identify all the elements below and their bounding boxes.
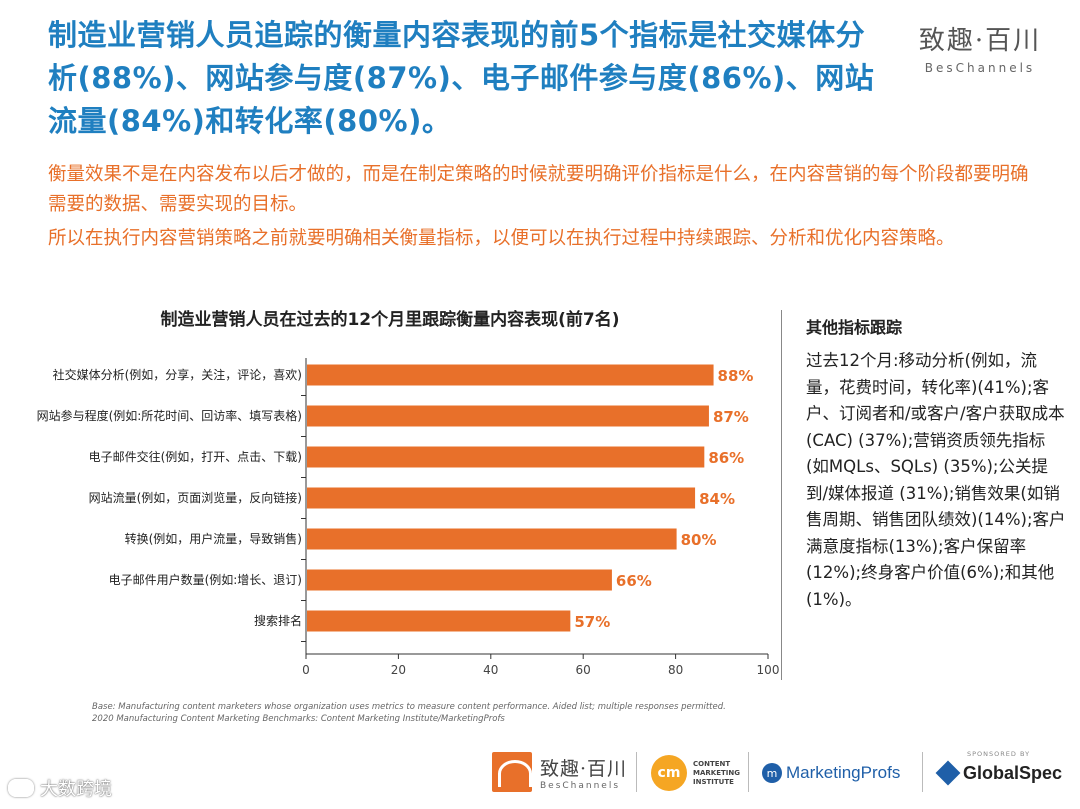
bar <box>307 569 612 591</box>
x-tick-label: 60 <box>576 663 591 677</box>
x-tick-label: 80 <box>668 663 683 677</box>
vertical-divider <box>781 310 782 680</box>
marketingprofs-text: MarketingProfs <box>786 763 901 782</box>
bar <box>307 405 709 427</box>
category-label: 社交媒体分析(例如，分享，关注，评论，喜欢) <box>53 367 302 382</box>
x-tick-label: 20 <box>391 663 406 677</box>
chart-title: 制造业营销人员在过去的12个月里跟踪衡量内容表现(前7名) <box>160 310 620 330</box>
footer-separator <box>636 752 637 792</box>
cmi-text: CONTENT MARKETING INSTITUTE <box>693 759 740 786</box>
category-label: 网站流量(例如，页面浏览量，反向链接) <box>89 490 302 505</box>
category-label: 搜索排名 <box>254 613 302 628</box>
value-label: 86% <box>708 449 744 467</box>
footer-bes-cn: 致趣·百川 <box>540 757 628 780</box>
bar <box>307 487 696 509</box>
beschannels-icon <box>492 752 532 792</box>
x-tick-label: 40 <box>483 663 498 677</box>
side-body: 过去12个月:移动分析(例如，流量，花费时间，转化率)(41%);客户、订阅者和… <box>806 351 1066 609</box>
headline: 制造业营销人员追踪的衡量内容表现的前5个指标是社交媒体分析(88%)、网站参与度… <box>48 18 875 138</box>
category-label: 转换(例如，用户流量，导致销售) <box>125 531 302 546</box>
value-label: 87% <box>713 408 749 426</box>
cmi-icon: cm <box>651 755 687 791</box>
footer-beschannels-logo: 致趣·百川 BesChannels <box>492 752 627 792</box>
watermark-text: 大数跨境 <box>40 779 112 800</box>
paragraph-2: 所以在执行内容营销策略之前就要明确相关衡量指标，以便可以在执行过程中持续跟踪、分… <box>48 228 955 249</box>
logo-en: BesChannels <box>924 61 1036 75</box>
footnote-base: Base: Manufacturing content marketers wh… <box>92 702 726 712</box>
watermark-icon <box>8 779 34 797</box>
bar <box>307 364 714 386</box>
marketingprofs-icon: m <box>762 763 782 783</box>
x-tick-label: 0 <box>302 663 310 677</box>
category-label: 电子邮件用户数量(例如:增长、退订) <box>109 572 302 587</box>
value-label: 57% <box>574 613 610 631</box>
bar <box>307 446 705 468</box>
globalspec-text: GlobalSpec <box>963 762 1063 783</box>
value-label: 80% <box>681 531 717 549</box>
footnote-source: 2020 Manufacturing Content Marketing Ben… <box>92 714 505 724</box>
value-label: 66% <box>616 572 652 590</box>
x-tick-label: 100 <box>757 663 780 677</box>
footer-marketingprofs-logo: m MarketingProfs <box>762 763 900 783</box>
footer-separator <box>922 752 923 792</box>
beschannels-logo: 致趣·百川 BesChannels <box>910 20 1050 75</box>
footer-cmi-logo: cm CONTENT MARKETING INSTITUTE <box>651 755 740 791</box>
value-label: 88% <box>718 367 754 385</box>
footer-separator <box>748 752 749 792</box>
sponsored-by-label: SPONSORED BY <box>967 750 1031 758</box>
side-title: 其他指标跟踪 <box>806 318 903 337</box>
bar <box>307 528 677 550</box>
value-label: 84% <box>699 490 735 508</box>
bar-chart: 0 20 40 60 80 100 社交媒体分析(例如，分享，关注，评论，喜欢) 88% 网站参… <box>37 358 780 677</box>
footer-bes-en: BesChannels <box>540 780 621 791</box>
watermark: 大数跨境 <box>8 775 112 801</box>
footer-globalspec-logo: SPONSORED BY GlobalSpec <box>935 750 1063 786</box>
category-label: 网站参与程度(例如:所花时间、回访率、填写表格) <box>37 408 302 423</box>
bar <box>307 610 571 632</box>
paragraph-1: 衡量效果不是在内容发布以后才做的，而是在制定策略的时候就要明确评价指标是什么，在… <box>48 164 1029 215</box>
logo-cn: 致趣·百川 <box>918 26 1042 56</box>
category-label: 电子邮件交往(例如，打开、点击、下载) <box>89 449 302 464</box>
globalspec-icon <box>935 760 961 786</box>
